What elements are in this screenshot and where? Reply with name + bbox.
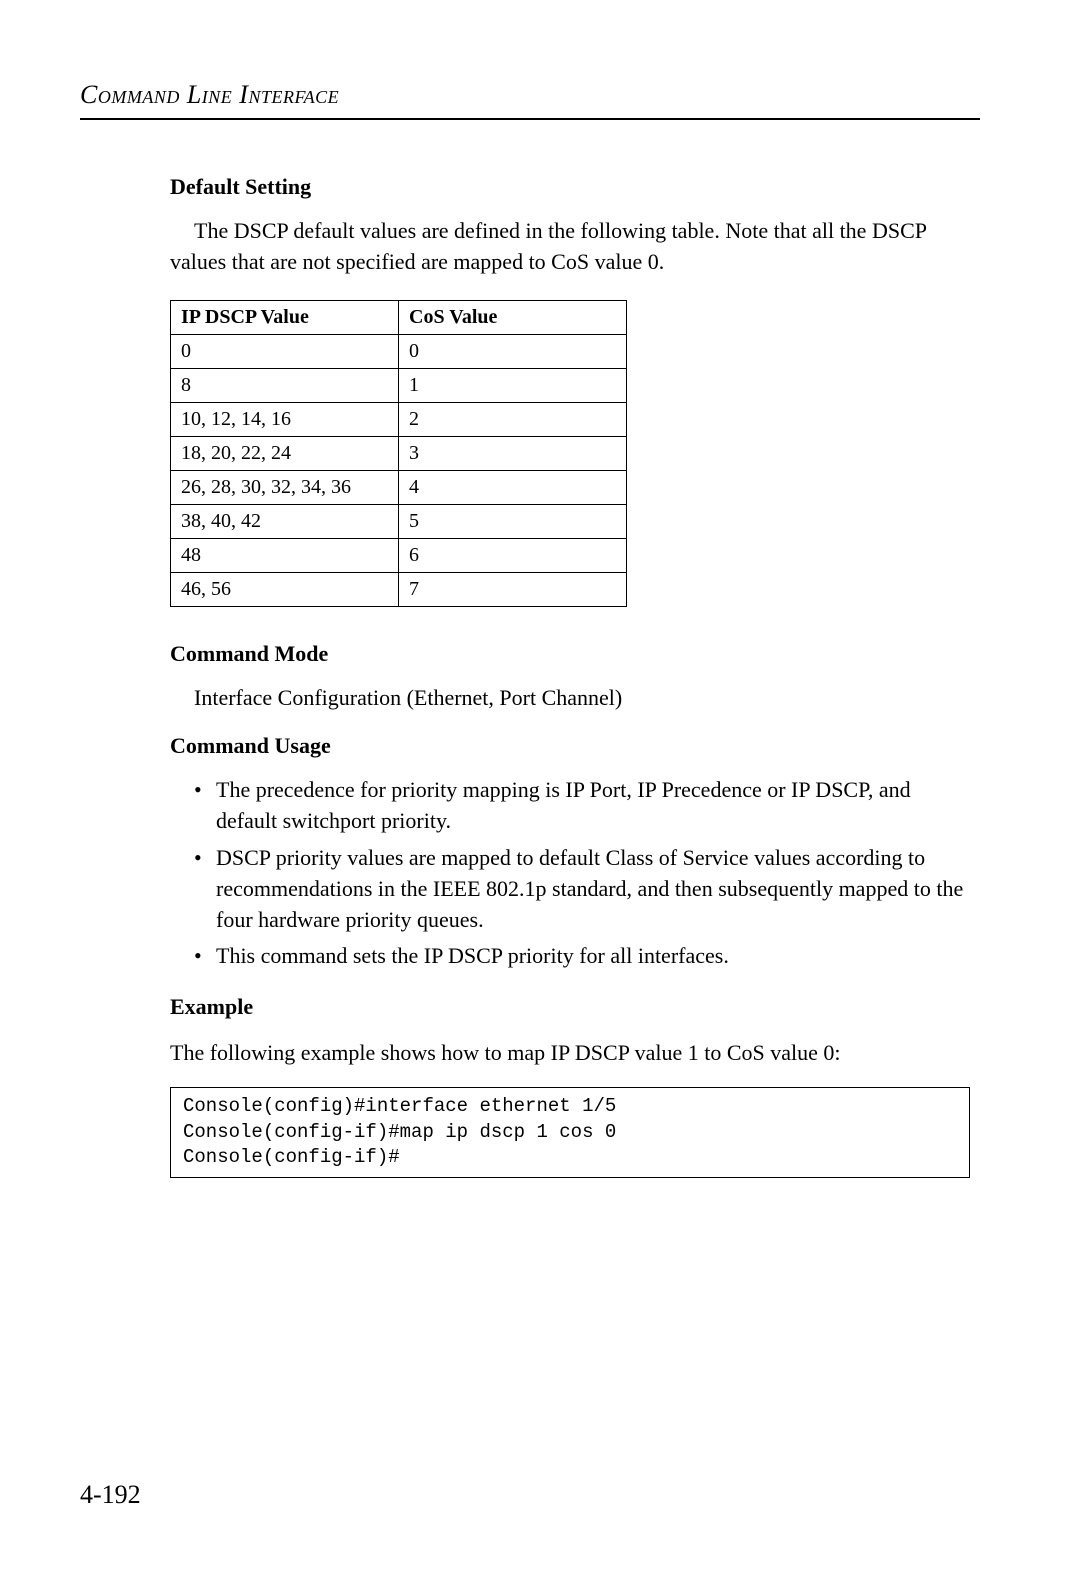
table-header-dscp: IP DSCP Value bbox=[171, 300, 399, 334]
heading-example: Example bbox=[170, 994, 970, 1020]
table-row: 0 0 bbox=[171, 334, 627, 368]
default-setting-intro: The DSCP default values are defined in t… bbox=[170, 216, 970, 278]
chapter-title: Command Line Interface bbox=[80, 80, 980, 110]
table-cell: 7 bbox=[399, 572, 627, 606]
content-area: Default Setting The DSCP default values … bbox=[170, 174, 970, 1178]
table-row: 26, 28, 30, 32, 34, 36 4 bbox=[171, 470, 627, 504]
table-row: 38, 40, 42 5 bbox=[171, 504, 627, 538]
table-cell: 18, 20, 22, 24 bbox=[171, 436, 399, 470]
list-item: The precedence for priority mapping is I… bbox=[194, 775, 970, 837]
table-cell: 0 bbox=[399, 334, 627, 368]
dscp-table: IP DSCP Value CoS Value 0 0 8 1 10, 12, … bbox=[170, 300, 627, 607]
table-cell: 5 bbox=[399, 504, 627, 538]
example-intro: The following example shows how to map I… bbox=[170, 1036, 970, 1069]
list-item: DSCP priority values are mapped to defau… bbox=[194, 843, 970, 935]
table-row: 46, 56 7 bbox=[171, 572, 627, 606]
table-header-cos: CoS Value bbox=[399, 300, 627, 334]
heading-command-mode: Command Mode bbox=[170, 641, 970, 667]
command-usage-list: The precedence for priority mapping is I… bbox=[194, 775, 970, 972]
table-cell: 8 bbox=[171, 368, 399, 402]
table-cell: 1 bbox=[399, 368, 627, 402]
table-cell: 3 bbox=[399, 436, 627, 470]
table-cell: 6 bbox=[399, 538, 627, 572]
table-row: 48 6 bbox=[171, 538, 627, 572]
table-cell: 46, 56 bbox=[171, 572, 399, 606]
table-cell: 0 bbox=[171, 334, 399, 368]
table-cell: 26, 28, 30, 32, 34, 36 bbox=[171, 470, 399, 504]
example-code-block: Console(config)#interface ethernet 1/5 C… bbox=[170, 1087, 970, 1178]
table-cell: 48 bbox=[171, 538, 399, 572]
table-row: 10, 12, 14, 16 2 bbox=[171, 402, 627, 436]
list-item: This command sets the IP DSCP priority f… bbox=[194, 941, 970, 972]
table-cell: 2 bbox=[399, 402, 627, 436]
horizontal-rule bbox=[80, 118, 980, 120]
heading-command-usage: Command Usage bbox=[170, 733, 970, 759]
table-header-row: IP DSCP Value CoS Value bbox=[171, 300, 627, 334]
table-cell: 4 bbox=[399, 470, 627, 504]
table-row: 18, 20, 22, 24 3 bbox=[171, 436, 627, 470]
command-mode-text: Interface Configuration (Ethernet, Port … bbox=[170, 683, 970, 714]
table-row: 8 1 bbox=[171, 368, 627, 402]
table-cell: 38, 40, 42 bbox=[171, 504, 399, 538]
page-number: 4-192 bbox=[80, 1480, 141, 1510]
table-cell: 10, 12, 14, 16 bbox=[171, 402, 399, 436]
heading-default-setting: Default Setting bbox=[170, 174, 970, 200]
